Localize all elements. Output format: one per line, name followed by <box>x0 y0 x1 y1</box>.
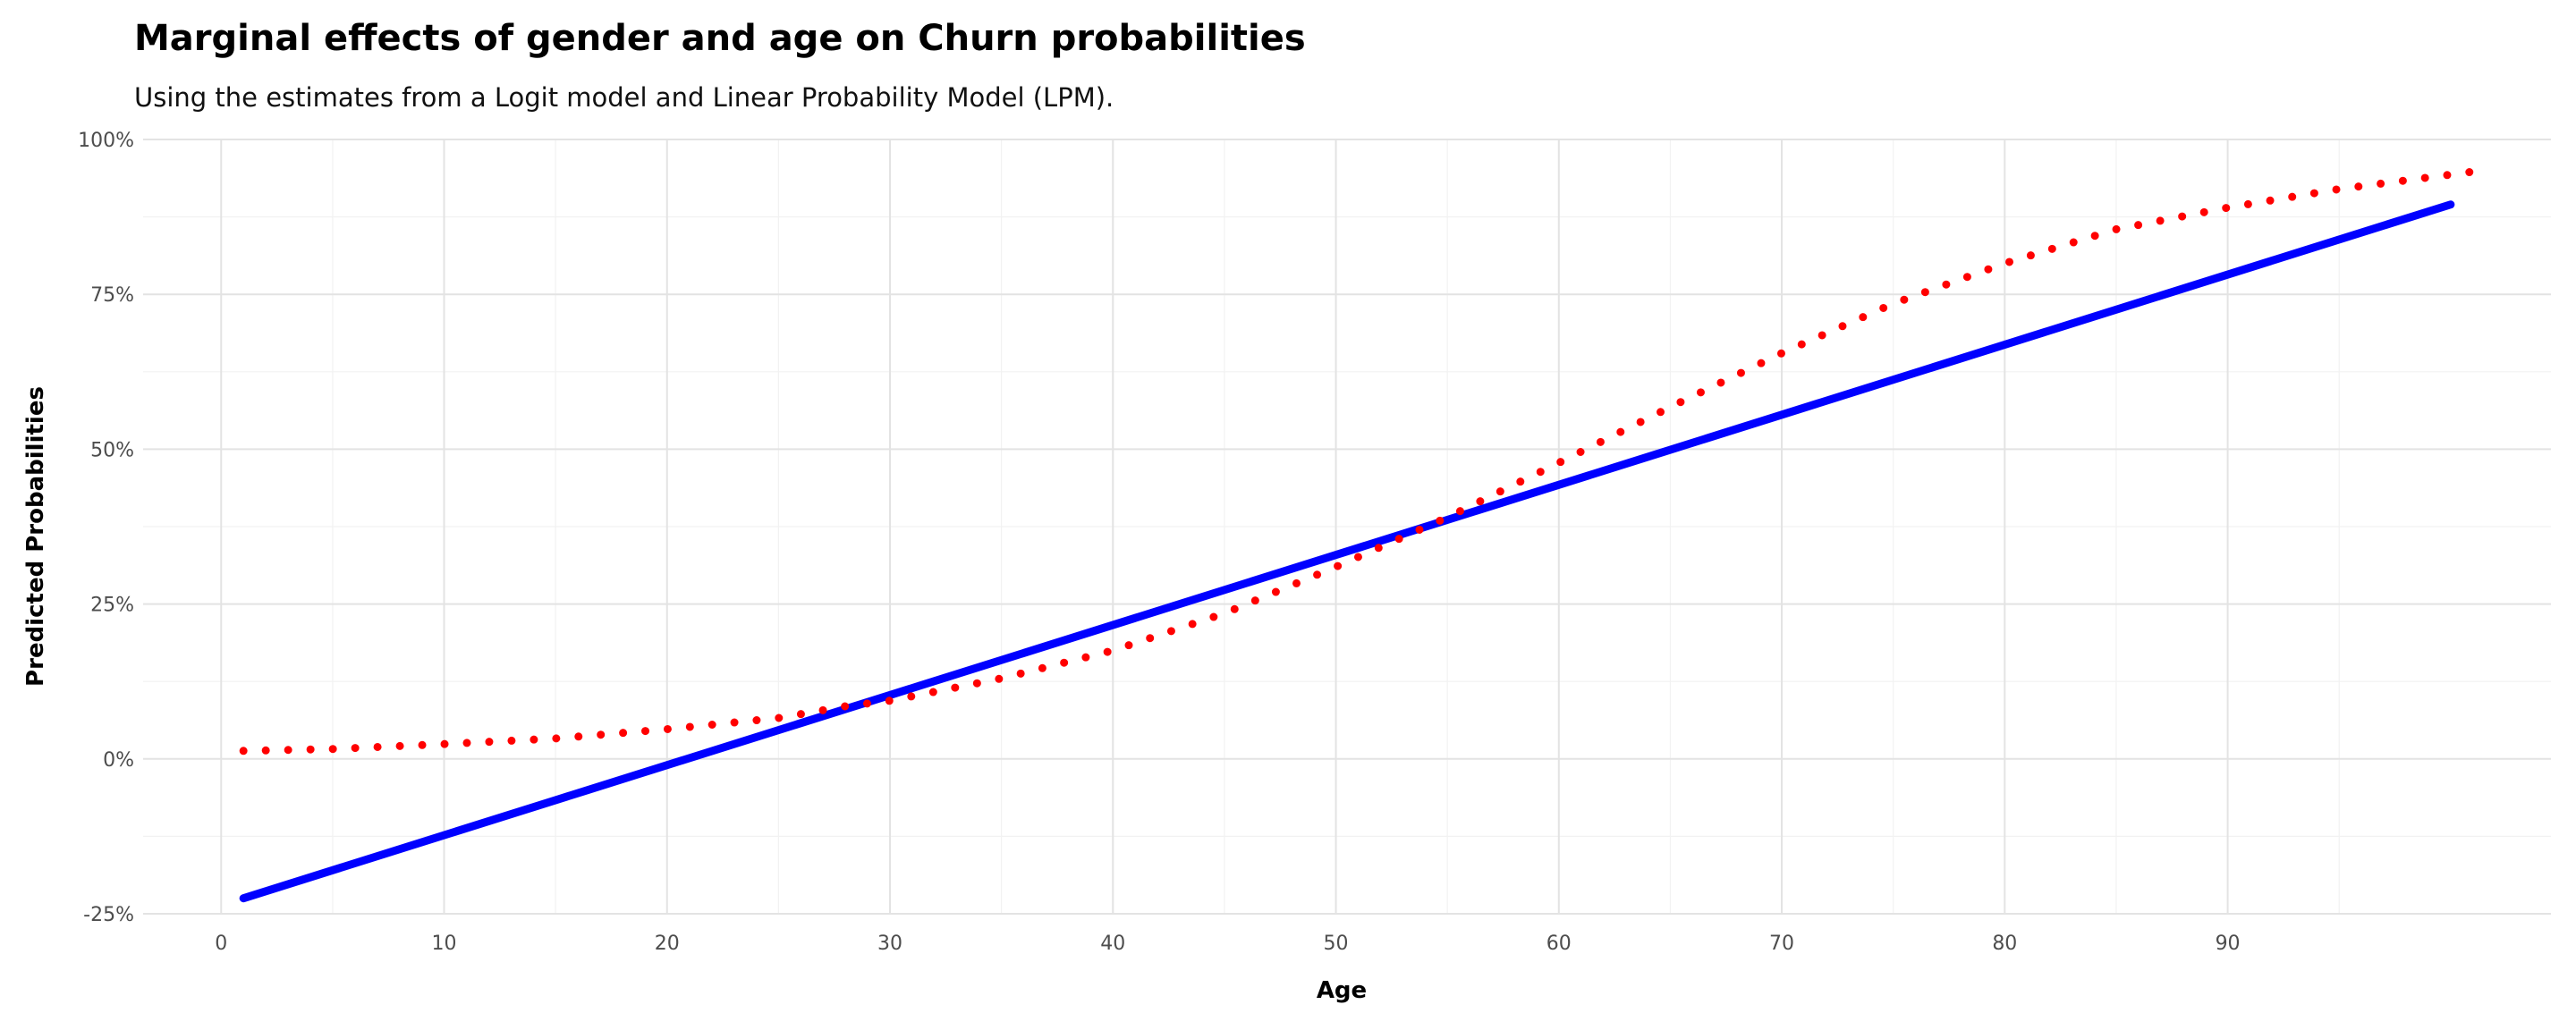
series-layer <box>239 167 2478 903</box>
chart-title: Marginal effects of gender and age on Ch… <box>134 18 1306 59</box>
x-tick-label: 40 <box>1100 933 1125 955</box>
y-tick-label: 0% <box>103 749 134 772</box>
x-tick-label: 20 <box>655 933 680 955</box>
x-tick-label: 90 <box>2216 933 2241 955</box>
x-axis-title: Age <box>1317 977 1367 1004</box>
y-tick-label: 100% <box>78 130 134 152</box>
y-tick-label: 75% <box>90 284 134 307</box>
y-tick-label: -25% <box>83 904 134 926</box>
chart-subtitle: Using the estimates from a Logit model a… <box>134 82 1114 113</box>
x-tick-label: 70 <box>1769 933 1794 955</box>
y-axis-title: Predicted Probabilities <box>22 386 49 687</box>
logit-dotted-curve <box>239 167 2478 756</box>
x-tick-label: 0 <box>215 933 227 955</box>
x-tick-label: 10 <box>432 933 457 955</box>
y-tick-label: 50% <box>90 439 134 461</box>
x-tick-label: 80 <box>1992 933 2017 955</box>
x-tick-label: 30 <box>877 933 902 955</box>
y-tick-label: 25% <box>90 595 134 617</box>
major-gridlines <box>143 139 2551 915</box>
tick-labels: 0 10 20 30 40 50 60 70 80 90 -25% 0% 25% 50% 75% 100% <box>78 130 2240 955</box>
x-tick-label: 60 <box>1546 933 1572 955</box>
minor-gridlines <box>143 139 2551 914</box>
x-tick-label: 50 <box>1324 933 1349 955</box>
lpm-line <box>239 200 2455 903</box>
